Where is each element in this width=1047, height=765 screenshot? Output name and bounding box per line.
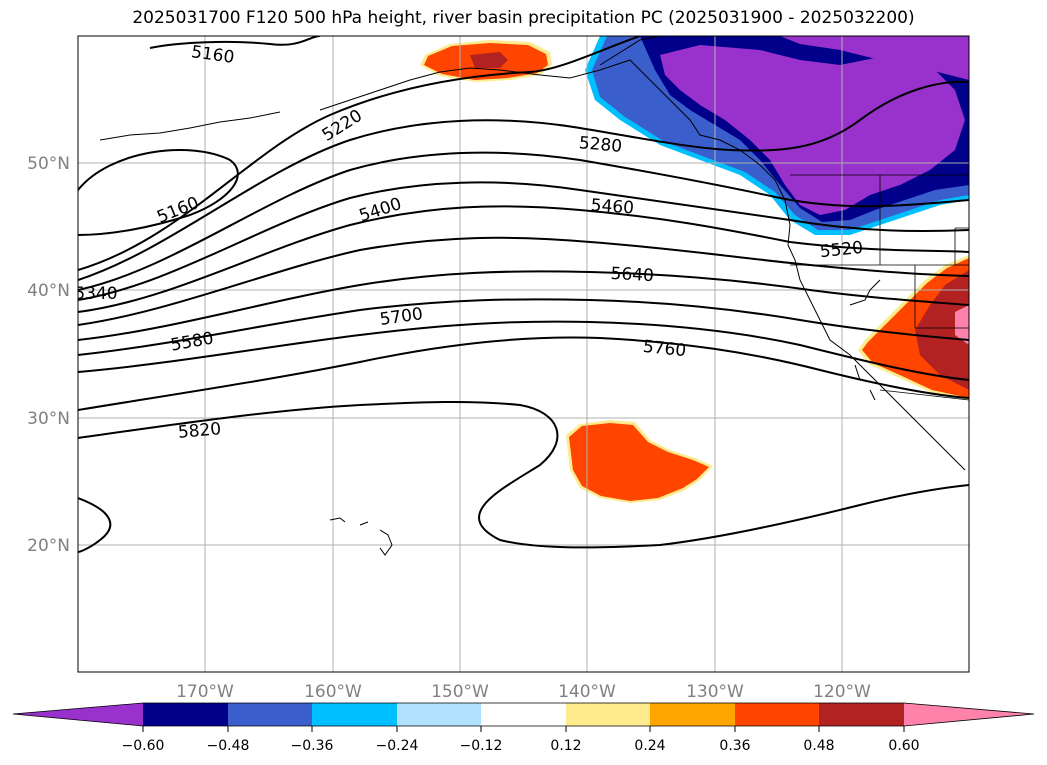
map-title: 2025031700 F120 500 hPa height, river ba… [132,8,915,28]
colorbar-segment [312,703,397,726]
contour-label: 5280 [578,133,623,157]
colorbar-tick-label: 0.12 [550,738,581,754]
contour-label: 5520 [819,238,864,262]
lat-label: 40°N [27,281,70,301]
contour-label: 5760 [642,337,687,361]
lat-label: 30°N [27,409,70,429]
lon-label: 140°W [558,682,616,702]
colorbar-segment [397,703,481,726]
lon-label: 150°W [431,682,489,702]
colorbar-segment [228,703,312,726]
positive-precip-region-central [566,420,713,503]
lon-label: 130°W [686,682,744,702]
lat-label: 20°N [27,536,70,556]
colorbar-tick-label: 0.24 [634,738,665,754]
contour-label: 5460 [590,196,635,219]
lon-label: 170°W [176,682,234,702]
latitude-labels: 50°N 40°N 30°N 20°N [27,154,70,556]
contour-label: 5820 [177,419,222,443]
colorbar-tick-label: 0.36 [719,738,750,754]
contour-label: 5640 [610,264,654,286]
colorbar-segment [819,703,904,726]
lon-label: 120°W [813,682,871,702]
coastlines [99,36,966,556]
colorbar: −0.60 −0.48 −0.36 −0.24 −0.12 0.12 0.24 … [12,702,1035,754]
colorbar-tick-label: −0.12 [460,738,503,754]
colorbar-segment [566,703,650,726]
negative-precip-region [585,36,969,235]
colorbar-tick-label: −0.60 [122,738,165,754]
colorbar-tick-label: −0.36 [291,738,334,754]
map-frame [77,35,970,673]
colorbar-extend-max [904,703,1034,726]
longitude-labels: 170°W 160°W 150°W 140°W 130°W 120°W [176,682,871,702]
colorbar-tick-label: 0.48 [803,738,834,754]
colorbar-extend-min [13,703,143,726]
map-plot-area: 5160 5220 5280 5160 5400 5460 5520 5340 … [74,36,969,672]
positive-precip-region-north [420,40,552,82]
lon-label: 160°W [304,682,362,702]
contour-label: 5340 [74,284,117,304]
colorbar-tick-label: −0.48 [207,738,250,754]
colorbar-segment [650,703,735,726]
colorbar-segment [143,703,228,726]
colorbar-tick-label: 0.60 [888,738,919,754]
lat-label: 50°N [27,154,70,174]
colorbar-tick-label: −0.24 [376,738,419,754]
colorbar-segment [481,703,566,726]
height-contours [78,36,969,553]
colorbar-segment [735,703,819,726]
